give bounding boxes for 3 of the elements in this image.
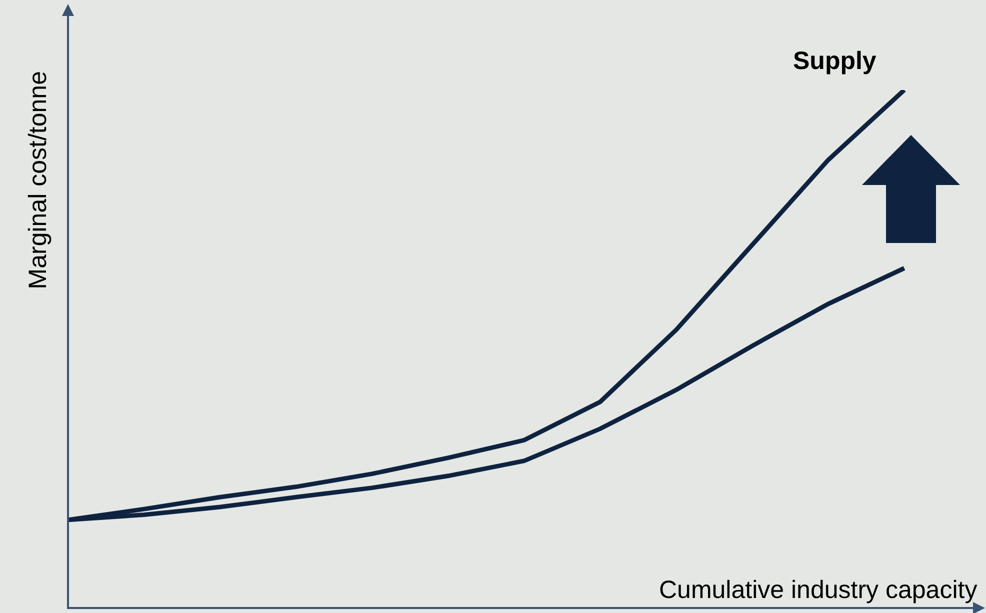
y-axis-title: Marginal cost/tonne — [24, 71, 52, 290]
x-axis-title: Cumulative industry capacity — [659, 576, 978, 604]
text: Supply — [793, 47, 876, 75]
